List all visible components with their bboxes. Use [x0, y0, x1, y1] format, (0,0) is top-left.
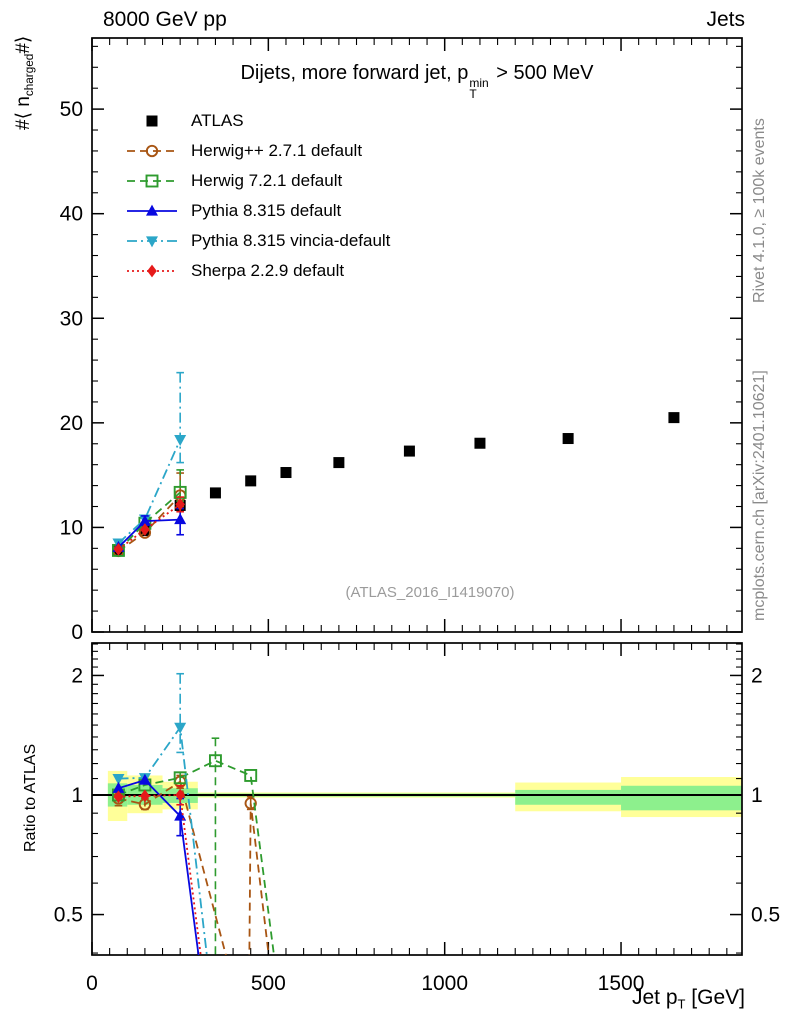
svg-text:20: 20	[60, 412, 83, 435]
x-axis-label: Jet pT [GeV]	[631, 986, 745, 1012]
legend-item-atlas: ATLAS	[126, 106, 390, 136]
legend-label: Herwig 7.2.1 default	[191, 171, 343, 190]
legend-marker-triangle-down	[127, 236, 177, 248]
svg-text:50: 50	[60, 98, 83, 121]
panel-frames	[91, 37, 743, 956]
header-analysis-group: Jets	[706, 8, 745, 31]
legend-label: Pythia 8.315 default	[191, 201, 342, 220]
side-note-mcplots: mcplots.cern.ch [arXiv:2401.10621]	[751, 370, 768, 621]
y-axis-label-main: #⟨ ncharged#⟩	[13, 35, 37, 130]
legend-item-pythia: Pythia 8.315 default	[126, 196, 390, 226]
side-note-rivet: Rivet 4.1.0, ≥ 100k events	[751, 118, 768, 303]
svg-text:0.5: 0.5	[54, 904, 83, 927]
svg-text:1: 1	[751, 784, 763, 807]
legend-item-herwigpp: Herwig++ 2.7.1 default	[126, 136, 390, 166]
legend-marker-square-open	[127, 174, 177, 188]
series-sherpa-main	[113, 496, 185, 556]
legend-label: Pythia 8.315 vincia-default	[191, 231, 391, 250]
svg-text:30: 30	[60, 307, 83, 330]
legend-marker-diamond	[127, 264, 177, 278]
legend: ATLAS Herwig++ 2.7.1 default Herwig 7.2.1 …	[126, 106, 390, 286]
x-tick-labels: 0 500 1000 1500	[86, 972, 644, 995]
svg-text:10: 10	[60, 516, 83, 539]
axis-ticks	[91, 38, 742, 955]
svg-text:40: 40	[60, 203, 83, 226]
header-beam-energy: 8000 GeV pp	[103, 8, 227, 31]
legend-item-sherpa: Sherpa 2.2.9 default	[126, 256, 390, 286]
legend-item-herwig7: Herwig 7.2.1 default	[126, 166, 390, 196]
legend-label: Herwig++ 2.7.1 default	[191, 141, 363, 160]
legend-label: Sherpa 2.2.9 default	[191, 261, 345, 280]
main-y-tick-labels: 0 10 20 30 40 50	[60, 98, 83, 644]
plot-title: Dijets, more forward jet, p min T > 500 Me…	[240, 62, 594, 101]
ratio-y-tick-labels: 0.5 0.5 1 1 2 2	[54, 664, 780, 926]
series-sherpa-ratio	[113, 784, 202, 955]
svg-text:0: 0	[71, 621, 83, 644]
pt-min-subsup: min T	[469, 76, 489, 101]
series-vincia-ratio	[112, 672, 208, 955]
legend-label: ATLAS	[191, 111, 244, 130]
svg-text:500: 500	[251, 972, 286, 995]
svg-text:1: 1	[71, 784, 83, 807]
y-axis-label-ratio: Ratio to ATLAS	[22, 743, 39, 852]
series-atlas-main	[112, 412, 680, 556]
svg-text:0.5: 0.5	[751, 904, 780, 927]
legend-marker-circle-open	[127, 144, 177, 158]
svg-text:0: 0	[86, 972, 98, 995]
svg-text:1000: 1000	[421, 972, 468, 995]
series-herwig7-ratio	[112, 737, 275, 955]
svg-text:2: 2	[751, 664, 763, 687]
legend-marker-triangle-up	[127, 204, 177, 216]
svg-text:1500: 1500	[598, 972, 645, 995]
svg-text:2: 2	[71, 664, 83, 687]
watermark-analysis-id: (ATLAS_2016_I1419070)	[345, 584, 515, 601]
plot-title-text: Dijets, more forward jet, p	[240, 62, 469, 84]
legend-item-vincia: Pythia 8.315 vincia-default	[126, 226, 390, 256]
legend-marker-square-filled	[146, 115, 158, 127]
